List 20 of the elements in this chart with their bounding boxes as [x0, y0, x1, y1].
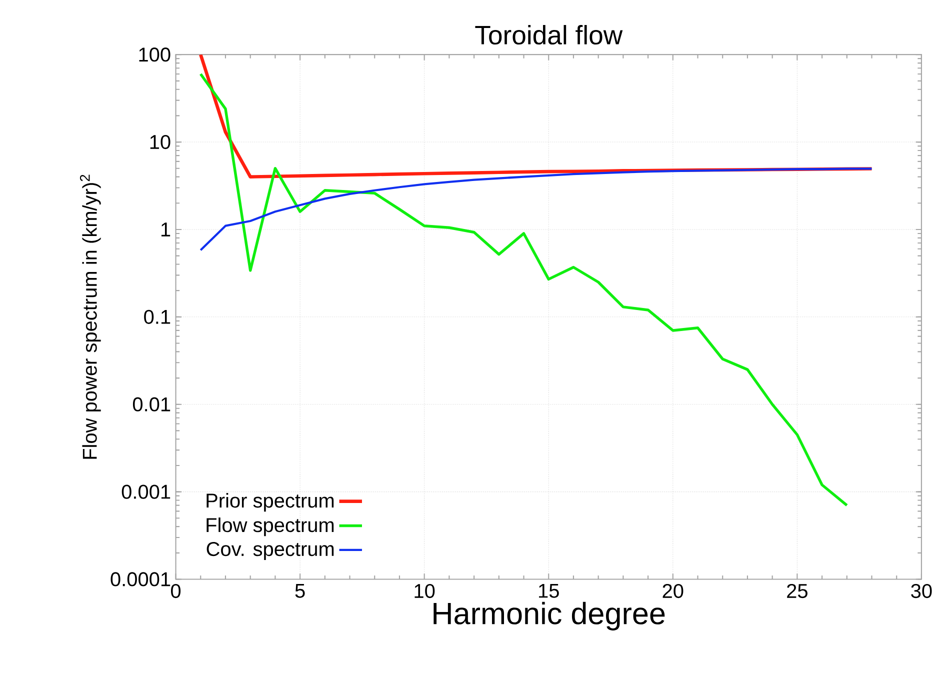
x-tick-label: 30 — [911, 584, 932, 598]
y-tick-label: 0.01 — [132, 397, 170, 412]
x-tick-label: 15 — [539, 584, 559, 598]
legend-label: Flow spectrum — [206, 517, 334, 536]
x-tick-label: 25 — [787, 584, 808, 598]
legend-label: Prior spectrum — [206, 492, 334, 512]
y-tick-label: 0.0001 — [110, 572, 170, 586]
x-axis-title: Harmonic degree — [434, 602, 665, 630]
x-tick-label: 10 — [414, 584, 435, 598]
y-axis-title: Flow power spectrum in (km/yr)$^{2}$ — [80, 174, 101, 459]
chart-title: Toroidal flow — [475, 24, 623, 45]
legend-label: Cov. spectrum — [206, 542, 334, 560]
x-tick-label: 5 — [295, 584, 305, 598]
y-tick-label: 1 — [161, 222, 170, 236]
y-tick-label: 100 — [139, 47, 170, 62]
x-tick-label: 20 — [662, 584, 684, 598]
y-tick-label: 10 — [150, 134, 170, 150]
y-tick-label: 0.001 — [122, 484, 170, 499]
x-tick-label: 0 — [170, 584, 181, 598]
y-tick-label: 0.1 — [144, 310, 170, 324]
